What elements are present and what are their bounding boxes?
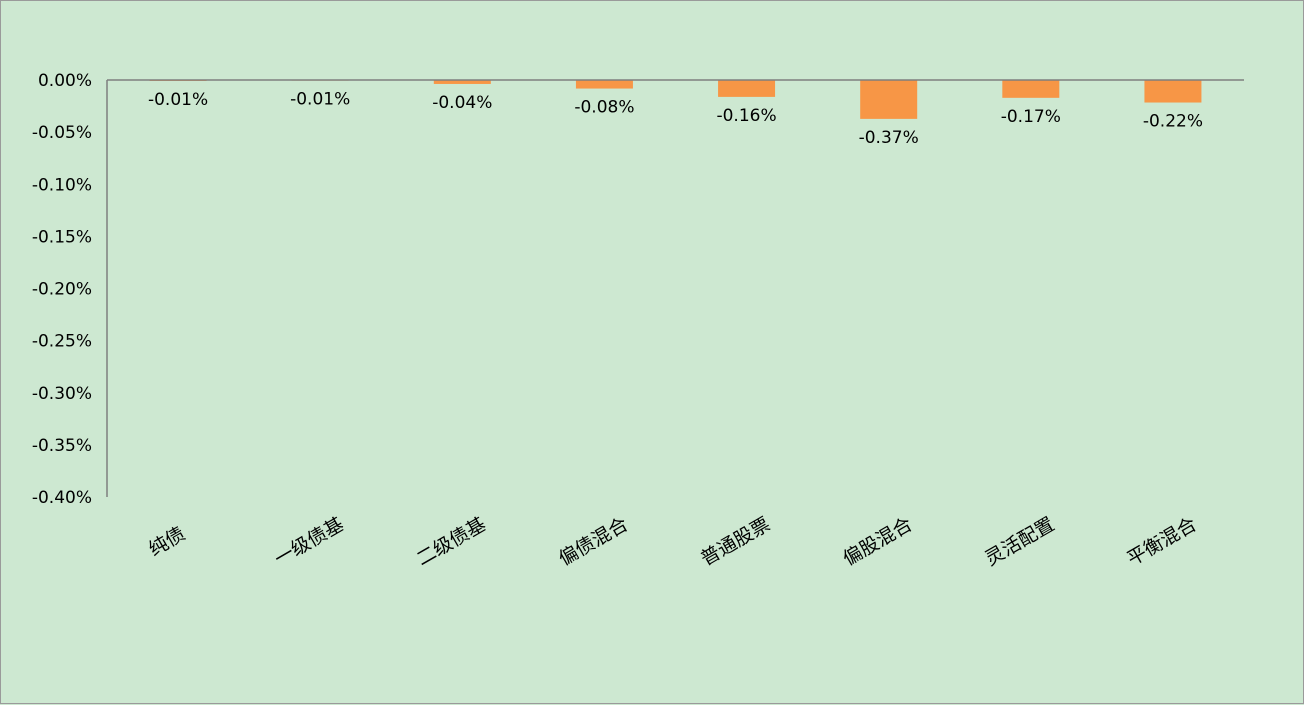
data-label: -0.37% bbox=[859, 128, 919, 148]
y-tick-label: -0.20% bbox=[32, 280, 92, 300]
data-label: -0.08% bbox=[574, 98, 634, 118]
x-tick-label: 纯债 bbox=[145, 523, 189, 561]
bar bbox=[575, 80, 633, 89]
bars bbox=[149, 80, 1202, 119]
bar bbox=[1144, 80, 1202, 103]
data-label: -0.17% bbox=[1001, 107, 1061, 127]
data-labels: -0.01% -0.01% -0.04% -0.08% -0.16% -0.37% -0.1… bbox=[148, 90, 1203, 148]
data-label: -0.22% bbox=[1143, 112, 1203, 132]
y-tick-label: -0.05% bbox=[32, 123, 92, 143]
x-tick-label: 偏债混合 bbox=[555, 513, 632, 570]
bar bbox=[860, 80, 918, 119]
bar bbox=[433, 80, 491, 84]
y-tick-label: -0.40% bbox=[32, 488, 92, 508]
x-tick-label: 灵活配置 bbox=[981, 513, 1058, 570]
y-tick-label: -0.25% bbox=[32, 332, 92, 352]
data-label: -0.04% bbox=[432, 93, 492, 113]
y-axis: 0.00% -0.05% -0.10% -0.15% -0.20% -0.25% -0.30… bbox=[32, 71, 108, 508]
y-tick-label: -0.30% bbox=[32, 384, 92, 404]
data-label: -0.01% bbox=[148, 90, 208, 110]
x-tick-label: 二级债基 bbox=[413, 513, 490, 570]
y-tick-label: -0.35% bbox=[32, 436, 92, 456]
y-tick-label: -0.10% bbox=[32, 175, 92, 195]
y-tick-label: -0.15% bbox=[32, 227, 92, 247]
x-tick-label: 一级债基 bbox=[271, 513, 348, 570]
x-tick-label: 普通股票 bbox=[697, 513, 774, 570]
data-label: -0.01% bbox=[290, 90, 350, 110]
x-axis-labels: 纯债 一级债基 二级债基 偏债混合 普通股票 偏股混合 灵活配置 平衡混合 bbox=[145, 513, 1200, 570]
x-tick-label: 平衡混合 bbox=[1124, 513, 1201, 570]
x-tick-label: 偏股混合 bbox=[839, 513, 916, 570]
data-label: -0.16% bbox=[716, 106, 776, 126]
bar bbox=[718, 80, 776, 97]
y-tick-label: 0.00% bbox=[38, 71, 92, 91]
bar bbox=[1002, 80, 1060, 98]
